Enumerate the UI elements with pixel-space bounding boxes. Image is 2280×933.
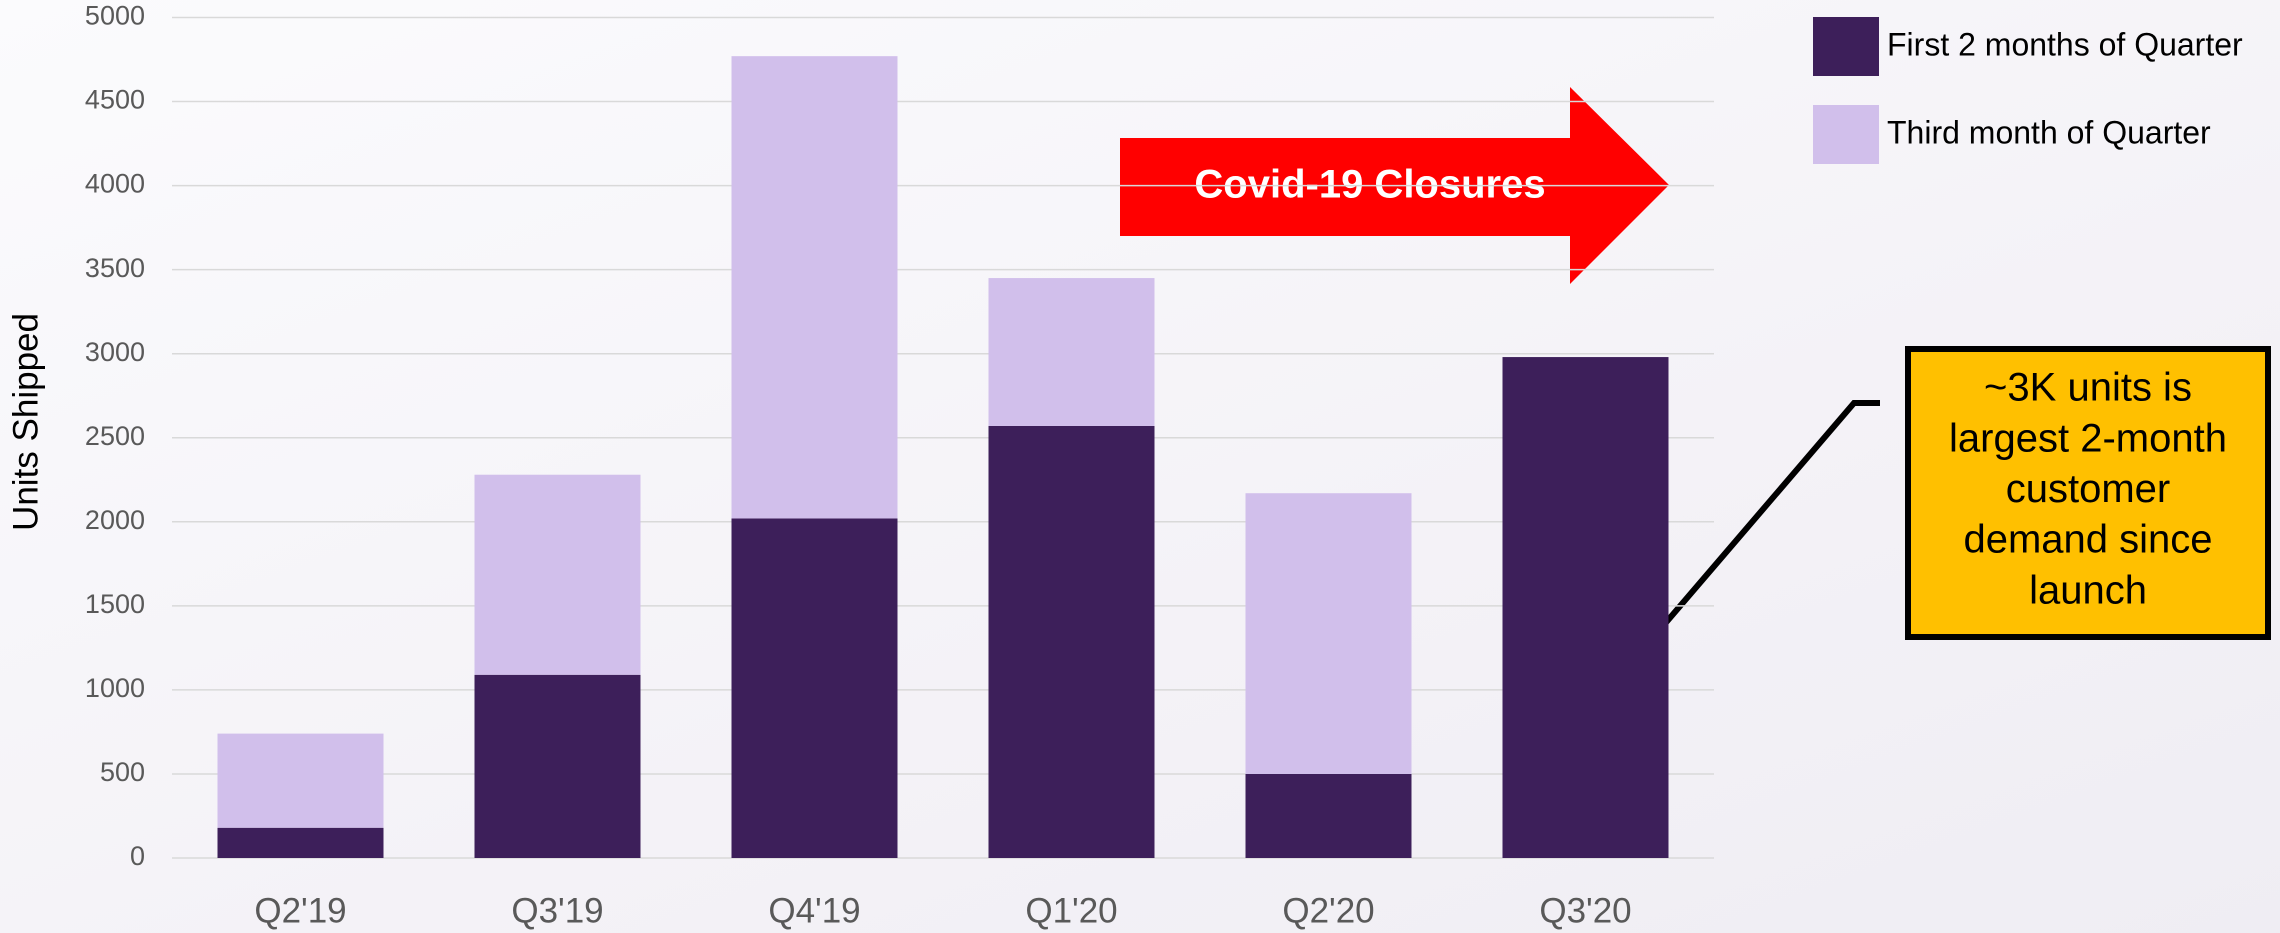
callout-line <box>1636 400 1880 656</box>
legend-swatch <box>1813 17 1879 76</box>
y-tick-label: 2500 <box>85 421 145 451</box>
bar-segment <box>1502 357 1669 858</box>
bar-segment <box>217 733 384 828</box>
bar-segment <box>1245 493 1412 774</box>
y-tick-label: 1500 <box>85 589 145 619</box>
x-tick-label: Q2'20 <box>1282 891 1374 930</box>
y-tick-label: 3500 <box>85 253 145 283</box>
y-axis-label: Units Shipped <box>6 313 45 531</box>
legend-label: First 2 months of Quarter <box>1887 26 2243 62</box>
y-tick-label: 4000 <box>85 169 145 199</box>
y-tick-label: 5000 <box>85 1 145 31</box>
y-tick-label: 500 <box>100 757 145 787</box>
bar-segment <box>474 474 641 675</box>
bar-segment <box>217 827 384 858</box>
callout-text: ~3K units is <box>1984 366 2192 410</box>
legend-label: Third month of Quarter <box>1887 114 2211 150</box>
x-tick-label: Q1'20 <box>1025 891 1117 930</box>
callout-text: customer <box>2006 467 2171 511</box>
callout-text: launch <box>2029 568 2147 612</box>
callout-text: demand since <box>1963 518 2212 562</box>
y-tick-label: 3000 <box>85 337 145 367</box>
bar-segment <box>474 674 641 858</box>
x-tick-label: Q2'19 <box>254 891 346 930</box>
arrow-label: Covid-19 Closures <box>1194 163 1545 207</box>
legend-swatch <box>1813 105 1879 164</box>
y-tick-label: 4500 <box>85 85 145 115</box>
y-tick-label: 2000 <box>85 505 145 535</box>
bar-segment <box>1245 773 1412 858</box>
y-tick-label: 1000 <box>85 673 145 703</box>
callout-box <box>1905 346 2271 640</box>
x-tick-label: Q4'19 <box>768 891 860 930</box>
x-tick-label: Q3'19 <box>511 891 603 930</box>
bar-segment <box>988 278 1155 426</box>
bar-segment <box>731 56 898 519</box>
callout-text: largest 2-month <box>1949 416 2227 460</box>
x-tick-label: Q3'20 <box>1539 891 1631 930</box>
y-tick-label: 0 <box>130 841 145 871</box>
bar-segment <box>731 518 898 858</box>
bar-segment <box>988 425 1155 858</box>
